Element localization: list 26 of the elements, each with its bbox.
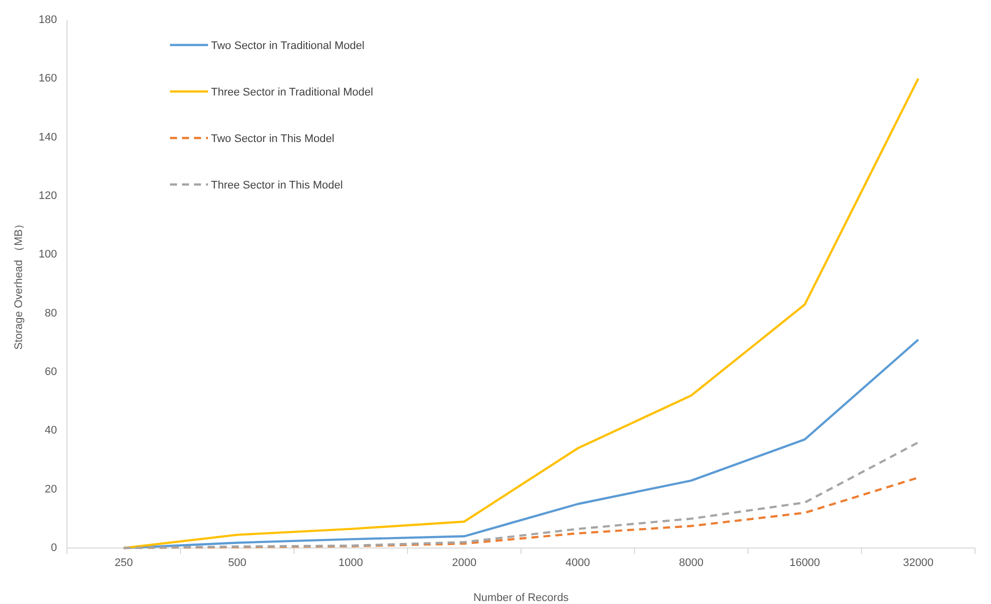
x-tick-label: 500 [228, 557, 246, 569]
line-series [122, 441, 920, 550]
y-tick-label: 0 [50, 542, 57, 554]
y-tick-label: 140 [38, 131, 57, 144]
y-tick-label: 100 [38, 248, 57, 261]
x-tick-label: 1000 [338, 557, 363, 569]
line-series [122, 78, 920, 550]
legend-label: Two Sector in Traditional Model [211, 40, 364, 52]
y-tick-label: 20 [44, 483, 57, 496]
legend-label: Two Sector in This Model [211, 133, 334, 145]
y-tick-label: 180 [38, 14, 57, 26]
x-axis-title: Number of Records [473, 592, 570, 604]
x-tick-label: 4000 [566, 557, 590, 569]
y-tick-label: 40 [44, 424, 57, 437]
x-tick-label: 2000 [452, 557, 476, 569]
x-tick-label: 16000 [789, 557, 820, 569]
legend-label: Three Sector in Traditional Model [211, 86, 374, 98]
y-tick-label: 60 [44, 366, 57, 378]
legend-label: Three Sector in This Model [211, 180, 343, 192]
y-tick-label: 80 [44, 307, 57, 320]
y-tick-label: 160 [38, 72, 57, 85]
y-axis-title: Storage Overhead （MB） [13, 218, 25, 350]
x-tick-label: 8000 [679, 557, 704, 569]
x-tick-label: 250 [114, 557, 133, 569]
y-tick-label: 120 [38, 190, 57, 202]
x-tick-label: 32000 [902, 557, 934, 569]
